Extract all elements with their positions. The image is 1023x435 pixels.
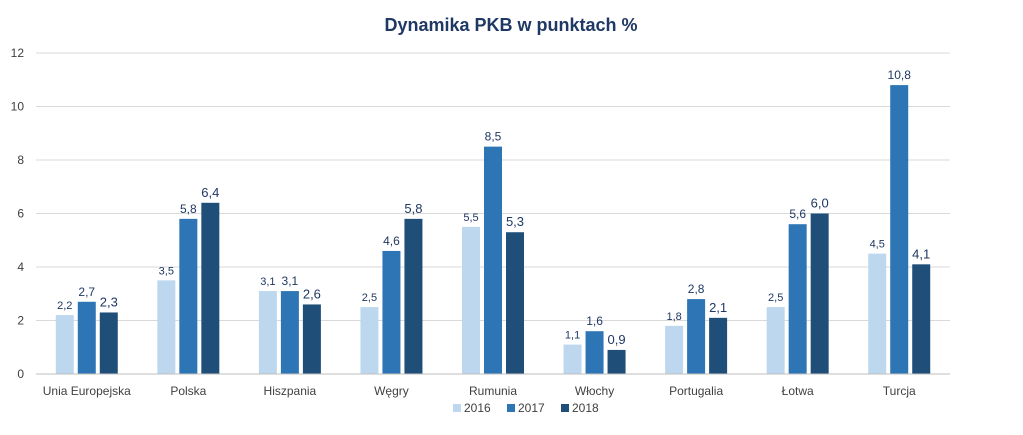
bar — [360, 307, 379, 374]
y-tick-label: 2 — [17, 314, 24, 328]
bar — [607, 349, 626, 374]
category-label: Włochy — [575, 384, 614, 398]
data-label: 2,3 — [100, 294, 118, 309]
category-label: Unia Europejska — [43, 384, 131, 398]
chart-title: Dynamika PKB w punktach % — [384, 15, 637, 35]
data-label: 2,1 — [709, 300, 727, 315]
bar — [709, 317, 728, 374]
legend-entry: 2017 — [518, 401, 545, 415]
bar — [201, 202, 220, 374]
data-label: 4,1 — [912, 246, 930, 261]
data-label: 5,8 — [180, 202, 197, 216]
bar — [484, 146, 502, 374]
data-label: 10,8 — [888, 68, 912, 82]
bar — [462, 226, 480, 374]
data-label: 1,8 — [666, 311, 681, 323]
data-label: 4,5 — [870, 239, 885, 251]
bar — [77, 301, 96, 374]
legend-entry: 2016 — [464, 401, 491, 415]
bar — [506, 232, 524, 374]
bar — [766, 307, 785, 374]
category-label: Hiszpania — [264, 384, 317, 398]
bar — [687, 299, 706, 374]
category-label: Rumunia — [469, 384, 517, 398]
data-label: 2,7 — [78, 285, 95, 299]
data-label: 3,1 — [282, 274, 299, 288]
bar — [382, 250, 401, 374]
data-label: 2,5 — [362, 292, 377, 304]
data-label: 0,9 — [608, 332, 626, 347]
bar — [890, 85, 909, 374]
bar — [157, 280, 176, 374]
data-label: 2,2 — [57, 300, 72, 312]
bar — [179, 218, 198, 374]
category-label: Łotwa — [782, 384, 814, 398]
bar — [810, 213, 829, 374]
bar — [99, 312, 118, 374]
bar — [55, 315, 74, 374]
bar — [585, 331, 604, 374]
bar — [665, 325, 684, 374]
data-label: 5,6 — [789, 207, 806, 221]
bar — [563, 344, 582, 374]
bar — [302, 304, 321, 374]
y-tick-label: 10 — [11, 100, 25, 114]
data-label: 2,8 — [688, 282, 705, 296]
data-label: 5,5 — [463, 212, 478, 224]
y-tick-label: 4 — [17, 260, 24, 274]
legend-swatch — [507, 404, 515, 412]
legend-swatch — [561, 404, 569, 412]
data-label: 3,1 — [260, 276, 275, 288]
legend-swatch — [453, 404, 461, 412]
bar — [258, 291, 277, 374]
data-label: 2,6 — [303, 286, 321, 301]
bar — [788, 224, 807, 374]
bar — [404, 218, 423, 374]
data-label: 5,8 — [404, 201, 422, 216]
data-label: 2,5 — [768, 292, 783, 304]
y-tick-label: 6 — [17, 207, 24, 221]
category-label: Portugalia — [669, 384, 723, 398]
bar — [912, 264, 931, 374]
y-tick-label: 12 — [11, 46, 25, 60]
category-label: Turcja — [883, 384, 916, 398]
data-label: 6,0 — [811, 196, 829, 211]
bar — [280, 291, 299, 374]
y-tick-label: 8 — [17, 153, 24, 167]
data-label: 8,5 — [485, 130, 502, 144]
y-tick-label: 0 — [17, 367, 24, 381]
bar — [868, 253, 887, 374]
category-label: Węgry — [374, 384, 409, 398]
data-label: 5,3 — [506, 214, 524, 229]
data-label: 4,6 — [383, 234, 400, 248]
data-label: 3,5 — [159, 265, 174, 277]
legend-entry: 2018 — [572, 401, 599, 415]
data-label: 1,1 — [565, 330, 580, 342]
category-label: Polska — [170, 384, 206, 398]
data-label: 6,4 — [201, 185, 219, 200]
data-label: 1,6 — [586, 314, 603, 328]
